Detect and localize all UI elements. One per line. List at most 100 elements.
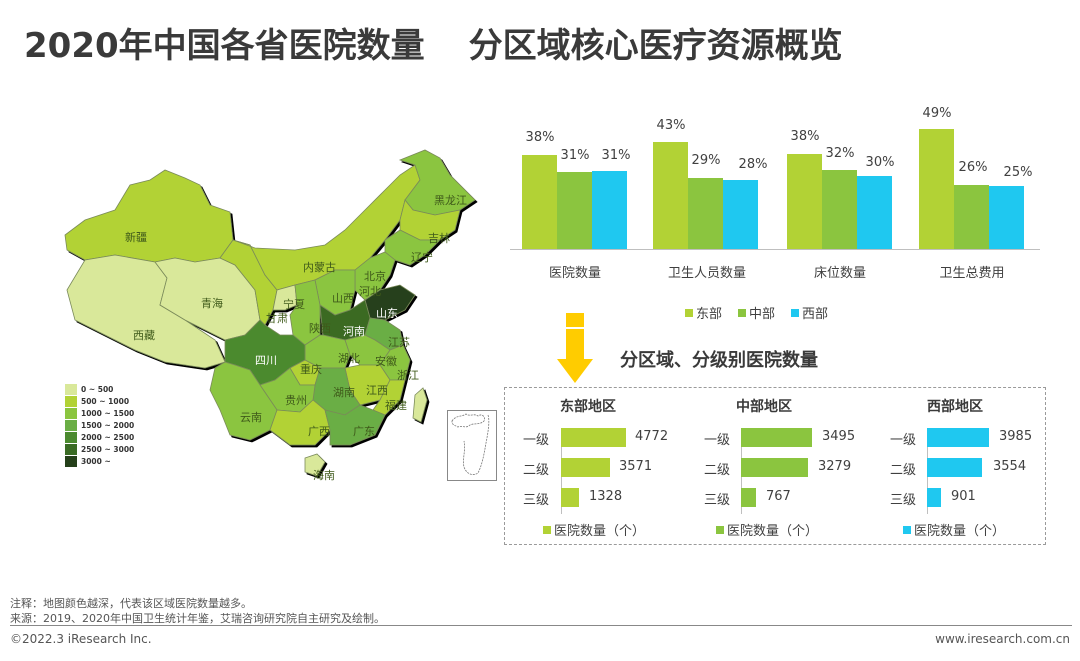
category-label: 卫生人员数量 — [667, 266, 746, 281]
value-label: 25% — [1003, 165, 1033, 180]
bar-value: 3985 — [999, 429, 1033, 444]
legend-swatch — [738, 309, 747, 317]
region-west: 西部地区 一级 3985 二级 3554 三级 901 医院数量（个） — [847, 388, 1032, 546]
province-label-hubei: 湖北 — [338, 352, 360, 365]
category-label: 床位数量 — [813, 266, 866, 281]
bar-west-expenditure — [989, 186, 1024, 249]
bar-east-expenditure — [919, 129, 954, 249]
province-label-shandong: 山东 — [376, 307, 398, 320]
hospital-level-panel: 东部地区 一级 4772 二级 3571 三级 1328 医院数量（个） 中部地… — [504, 387, 1046, 545]
province-label-shaanxi: 陕西 — [309, 322, 331, 335]
legend-row: 0 ~ 500 — [65, 383, 134, 395]
bar-value: 3279 — [818, 459, 852, 474]
bar-east-staff — [653, 142, 688, 249]
legend-row: 2000 ~ 2500 — [65, 431, 134, 443]
value-label: 30% — [865, 155, 895, 170]
province-label-chongqing: 重庆 — [300, 363, 322, 376]
province-label-guangxi: 广西 — [308, 425, 330, 438]
province-label-anhui: 安徽 — [375, 355, 397, 368]
province-label-jiangsu: 江苏 — [388, 336, 410, 349]
value-label: 28% — [738, 157, 768, 172]
legend-swatch — [685, 309, 693, 317]
legend-label: 500 ~ 1000 — [81, 396, 130, 406]
website-link[interactable]: www.iresearch.com.cn — [935, 632, 1070, 646]
value-label: 31% — [560, 148, 590, 163]
row-label: 一级 — [704, 433, 731, 448]
category-label: 卫生总费用 — [939, 266, 1005, 281]
bar-west-beds — [857, 176, 892, 249]
bar-central-level1 — [741, 428, 812, 447]
bar-central-expenditure — [954, 185, 989, 249]
down-arrow-icon — [557, 313, 593, 383]
province-label-zhejiang: 浙江 — [397, 369, 419, 382]
province-label-guangdong: 广东 — [353, 425, 375, 438]
legend-item-central: 中部 — [738, 303, 775, 322]
legend-swatch — [65, 419, 77, 431]
province-label-qinghai: 青海 — [201, 297, 223, 310]
value-label: 29% — [691, 153, 721, 168]
bar-value: 3571 — [619, 459, 653, 474]
legend-row: 2500 ~ 3000 — [65, 443, 134, 455]
region-central: 中部地区 一级 3495 二级 3279 三级 767 医院数量（个） — [676, 388, 856, 546]
province-label-beijing: 北京 — [364, 270, 386, 283]
value-label: 26% — [958, 160, 988, 175]
china-hospital-map — [55, 140, 500, 500]
legend-row: 500 ~ 1000 — [65, 395, 134, 407]
bar-central-level2 — [741, 458, 808, 477]
legend-swatch — [65, 395, 77, 407]
bar-west-level2 — [927, 458, 982, 477]
province-label-yunnan: 云南 — [240, 411, 262, 424]
bar-east-level1 — [561, 428, 626, 447]
legend-label: 2000 ~ 2500 — [81, 432, 135, 442]
row-label: 三级 — [890, 493, 917, 508]
value-label: 38% — [790, 129, 820, 144]
source-note: 来源：2019、2020年中国卫生统计年鉴，艾瑞咨询研究院自主研究及绘制。 — [10, 612, 385, 625]
province-label-liaoning: 辽宁 — [411, 251, 433, 264]
province-label-hebei: 河北 — [359, 285, 381, 298]
legend-row: 1000 ~ 1500 — [65, 407, 134, 419]
legend-swatch — [716, 526, 724, 534]
row-label: 一级 — [523, 433, 550, 448]
china-map-shape — [64, 149, 476, 477]
bar-central-hospitals — [557, 172, 592, 249]
legend-label: 0 ~ 500 — [81, 384, 114, 394]
province-label-inner-mongolia: 内蒙古 — [303, 261, 336, 274]
province-label-shanxi: 山西 — [332, 292, 354, 305]
section-subtitle: 分区域、分级别医院数量 — [620, 350, 818, 371]
page-title: 2020年中国各省医院数量 分区域核心医疗资源概览 — [24, 18, 843, 67]
region-title: 中部地区 — [736, 399, 792, 415]
province-label-ningxia: 宁夏 — [283, 298, 305, 311]
resource-share-bar-chart: 38% 31% 31% 43% 29% 28% 38% 32% 30% 49% … — [510, 100, 1050, 330]
bar-value: 4772 — [635, 429, 669, 444]
legend-row: 3000 ~ — [65, 455, 134, 467]
bar-west-level3 — [927, 488, 941, 507]
bar-east-hospitals — [522, 155, 557, 249]
region-legend: 医院数量（个） — [716, 520, 818, 539]
legend-label: 2500 ~ 3000 — [81, 444, 135, 454]
copyright: ©2022.3 iResearch Inc. — [10, 632, 152, 646]
south-china-sea-inset — [447, 410, 497, 481]
map-legend: 0 ~ 500 500 ~ 1000 1000 ~ 1500 1500 ~ 20… — [65, 383, 134, 467]
row-label: 一级 — [890, 433, 917, 448]
legend-swatch — [543, 526, 551, 534]
legend-label: 1500 ~ 2000 — [81, 420, 135, 430]
region-title: 西部地区 — [927, 399, 983, 415]
province-label-hainan: 海南 — [313, 469, 335, 482]
province-label-hunan: 湖南 — [333, 386, 355, 399]
title-right: 分区域核心医疗资源概览 — [468, 26, 843, 66]
legend-label: 1000 ~ 1500 — [81, 408, 135, 418]
bar-value: 3554 — [993, 459, 1027, 474]
category-label: 医院数量 — [548, 266, 601, 281]
legend-swatch — [65, 383, 77, 395]
legend-row: 1500 ~ 2000 — [65, 419, 134, 431]
bar-west-hospitals — [592, 171, 627, 249]
province-label-fujian: 福建 — [385, 399, 407, 412]
region-east: 东部地区 一级 4772 二级 3571 三级 1328 医院数量（个） — [505, 388, 685, 546]
bar-central-staff — [688, 178, 723, 249]
legend-item-east: 东部 — [685, 303, 722, 322]
province-label-sichuan: 四川 — [255, 354, 277, 367]
region-legend: 医院数量（个） — [903, 520, 1005, 539]
row-label: 二级 — [523, 463, 550, 478]
legend-item-west: 西部 — [791, 303, 828, 322]
value-label: 43% — [656, 118, 686, 133]
